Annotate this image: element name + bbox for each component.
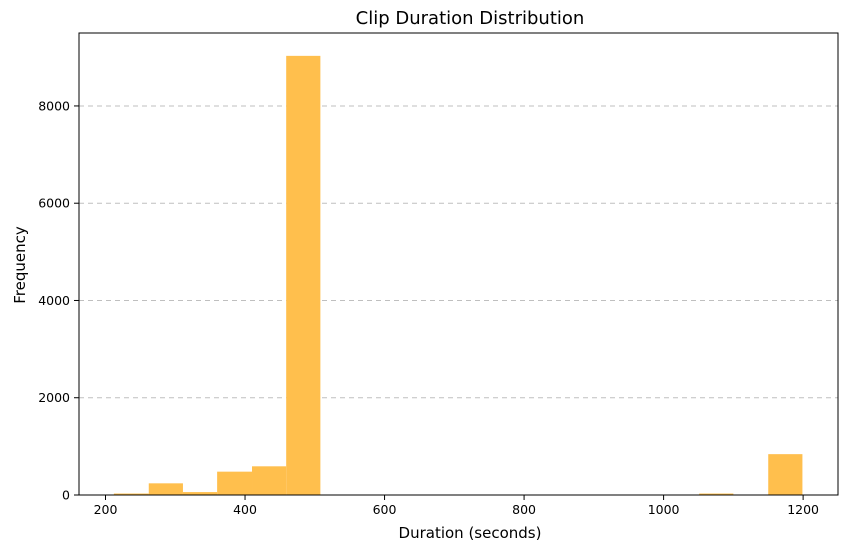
x-tick-label-600: 600 xyxy=(373,502,397,517)
y-tick-label-4000: 4000 xyxy=(38,293,70,308)
histogram-bars xyxy=(113,55,803,495)
y-tick-label-0: 0 xyxy=(62,488,70,503)
grid-lines xyxy=(79,105,838,399)
y-tick-label-2000: 2000 xyxy=(38,390,70,405)
x-tick-label-1000: 1000 xyxy=(648,502,680,517)
y-tick-label-8000: 8000 xyxy=(38,98,70,113)
x-axis-label: Duration (seconds) xyxy=(399,524,542,542)
x-tick-label-800: 800 xyxy=(512,502,536,517)
axes: 200 400 600 800 1000 1200 0 2000 4000 6000 8000 xyxy=(38,32,839,517)
x-tick-label-1200: 1200 xyxy=(787,502,819,517)
histogram-bar-5 xyxy=(286,55,321,495)
histogram-bar-1 xyxy=(148,483,183,495)
histogram-bar-19 xyxy=(768,454,803,495)
x-tick-label-200: 200 xyxy=(94,502,118,517)
histogram-bar-17 xyxy=(699,493,734,495)
histogram-bar-4 xyxy=(252,466,287,495)
y-axis-label: Frequency xyxy=(11,226,29,304)
plot-frame xyxy=(78,32,839,496)
chart-title: Clip Duration Distribution xyxy=(356,8,585,29)
y-tick-label-6000: 6000 xyxy=(38,196,70,211)
x-tick-label-400: 400 xyxy=(233,502,257,517)
histogram-bar-3 xyxy=(217,471,253,495)
histogram-bar-0 xyxy=(113,493,149,495)
histogram-bar-2 xyxy=(182,492,218,495)
